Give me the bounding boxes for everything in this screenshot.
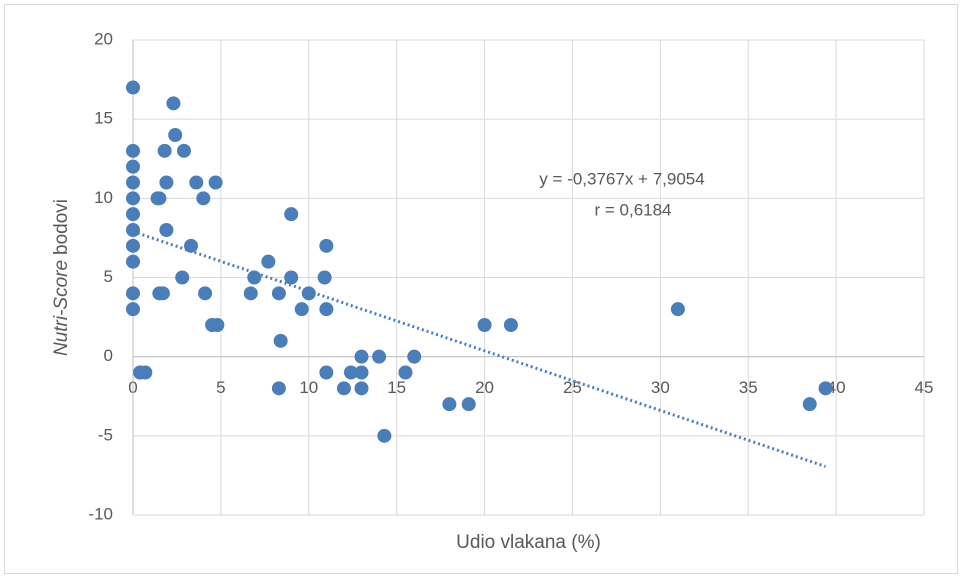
trendline xyxy=(132,230,827,468)
point xyxy=(271,381,286,396)
point xyxy=(284,270,299,285)
point xyxy=(243,286,258,301)
point xyxy=(126,302,140,317)
point xyxy=(802,397,817,412)
point xyxy=(503,318,518,332)
x-tick-label: 20 xyxy=(475,378,494,397)
x-tick-label: 10 xyxy=(299,378,318,397)
x-tick-label: 40 xyxy=(827,378,846,397)
chart-border xyxy=(4,4,958,574)
point xyxy=(343,365,358,380)
x-axis-label: Udio vlakana (%) xyxy=(456,532,601,553)
y-tick-label: 15 xyxy=(94,109,113,128)
point xyxy=(461,397,476,412)
y-tick-label: 10 xyxy=(94,188,113,207)
y-tick-label: -10 xyxy=(88,504,113,523)
y-tick-label: 5 xyxy=(104,267,113,286)
y-tick-label: 20 xyxy=(94,29,113,48)
point xyxy=(354,365,369,380)
point xyxy=(175,270,190,285)
point xyxy=(198,286,213,301)
point xyxy=(126,286,140,301)
point xyxy=(372,349,387,364)
point xyxy=(189,175,204,190)
x-tick-label: 5 xyxy=(216,378,225,397)
point xyxy=(319,238,334,253)
point xyxy=(126,207,140,222)
y-axis-label-rest: bodovi xyxy=(51,199,72,255)
point xyxy=(818,381,833,396)
point xyxy=(398,365,413,380)
point xyxy=(152,191,167,206)
y-axis-label-italic: Nutri-Score xyxy=(51,260,72,356)
point xyxy=(126,254,140,269)
point xyxy=(126,238,140,253)
annotation: y = -0,3767x + 7,9054 xyxy=(539,169,704,188)
point xyxy=(126,175,140,190)
point xyxy=(319,365,334,380)
point xyxy=(284,207,299,222)
point xyxy=(261,254,276,269)
y-tick-label: 0 xyxy=(104,346,113,365)
point xyxy=(271,286,286,301)
point xyxy=(354,381,369,396)
point xyxy=(319,302,334,317)
point xyxy=(126,80,140,95)
point xyxy=(157,143,172,158)
y-axis-label: Nutri-Score bodovi xyxy=(51,199,72,356)
x-tick-label: 35 xyxy=(739,378,758,397)
point xyxy=(159,223,174,237)
point xyxy=(273,333,288,348)
point xyxy=(155,286,170,301)
x-tick-label: 25 xyxy=(563,378,582,397)
point xyxy=(196,191,211,206)
point xyxy=(126,143,140,158)
point xyxy=(210,318,225,332)
point xyxy=(247,270,262,285)
point xyxy=(184,238,199,253)
point xyxy=(407,349,422,364)
point xyxy=(317,270,332,285)
point xyxy=(670,302,685,317)
annotation: r = 0,6184 xyxy=(594,200,671,219)
x-tick-label: 45 xyxy=(915,378,934,397)
point xyxy=(159,175,174,190)
point xyxy=(208,175,223,190)
x-tick-label: 15 xyxy=(387,378,406,397)
point xyxy=(126,191,140,206)
point xyxy=(354,349,369,364)
point xyxy=(477,318,492,332)
point xyxy=(336,381,351,396)
y-tick-label: -5 xyxy=(98,425,113,444)
x-tick-label: 30 xyxy=(651,378,670,397)
point xyxy=(294,302,309,317)
point xyxy=(377,428,392,443)
point xyxy=(442,397,457,412)
point xyxy=(168,128,183,142)
point xyxy=(301,286,316,301)
point xyxy=(176,143,191,158)
point xyxy=(126,159,140,174)
point xyxy=(138,365,153,380)
point xyxy=(166,96,181,111)
point xyxy=(126,223,140,237)
